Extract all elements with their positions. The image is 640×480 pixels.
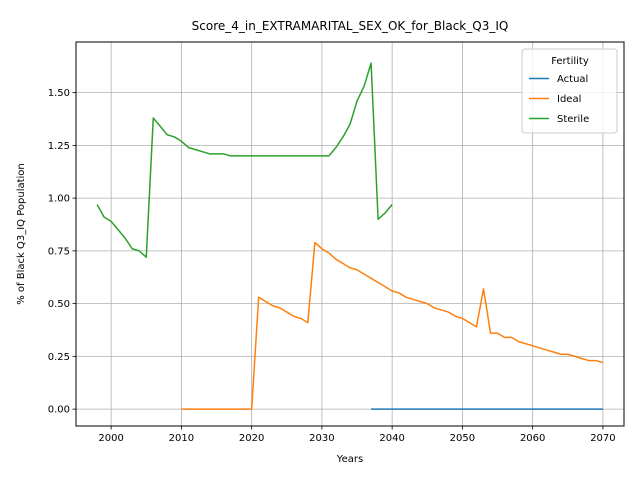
legend: Fertility Actual Ideal Sterile bbox=[521, 48, 618, 134]
x-tick-label: 2050 bbox=[450, 433, 475, 444]
x-axis-label: Years bbox=[336, 454, 363, 465]
series-line-ideal bbox=[181, 241, 604, 410]
y-tick-label: 1.00 bbox=[48, 194, 70, 205]
y-tick-label: 0.50 bbox=[48, 299, 70, 310]
legend-label-ideal: Ideal bbox=[557, 94, 581, 105]
x-tick-label: 2060 bbox=[520, 433, 545, 444]
y-tick-label: 1.50 bbox=[48, 88, 70, 99]
legend-label-actual: Actual bbox=[557, 74, 588, 85]
plot-lines bbox=[96, 62, 604, 410]
y-tick-label: 0.00 bbox=[48, 405, 70, 416]
chart-title: Score_4_in_EXTRAMARITAL_SEX_OK_for_Black… bbox=[192, 19, 509, 33]
legend-label-sterile: Sterile bbox=[557, 114, 589, 125]
x-tick-label: 2000 bbox=[98, 433, 123, 444]
y-tick-label: 1.25 bbox=[48, 141, 70, 152]
axis-ticks: 2000 2010 2020 2030 2040 2050 2060 2070 0.00 0.25… bbox=[48, 88, 616, 444]
x-tick-label: 2030 bbox=[309, 433, 334, 444]
series-line-sterile bbox=[96, 62, 393, 258]
x-tick-label: 2070 bbox=[590, 433, 615, 444]
y-axis-label: % of Black Q3_IQ Population bbox=[16, 163, 27, 305]
plot-frame bbox=[75, 41, 625, 427]
y-tick-label: 0.25 bbox=[48, 352, 70, 363]
x-tick-label: 2010 bbox=[169, 433, 194, 444]
legend-box bbox=[521, 48, 618, 134]
x-tick-label: 2020 bbox=[239, 433, 264, 444]
legend-entries: Actual Ideal Sterile bbox=[529, 74, 589, 125]
y-tick-label: 0.75 bbox=[48, 246, 70, 257]
x-tick-label: 2040 bbox=[379, 433, 404, 444]
legend-title: Fertility bbox=[551, 56, 589, 67]
